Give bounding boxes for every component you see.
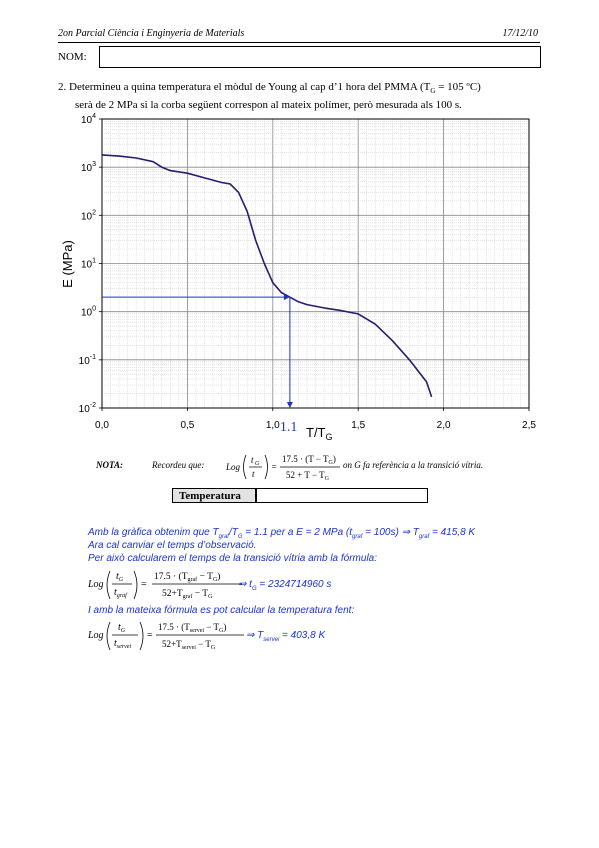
modulus-curve: [101, 154, 433, 398]
y-tick-label: 103: [81, 161, 96, 174]
svg-text:G: G: [255, 461, 260, 467]
modulus-chart: 104 103 102 101 100 10-1 10-2 0,0 0,5 1,0 1,5 2,0 2…: [60, 113, 536, 442]
svg-text:tservei: tservei: [114, 638, 131, 650]
x-tick-label: 2,5: [522, 420, 536, 431]
svg-text:Log: Log: [87, 579, 104, 590]
y-tick-label: 101: [81, 258, 96, 271]
plot-frame: [101, 118, 530, 409]
answer-line-2: Ara cal canviar el temps d’observació.: [88, 540, 257, 551]
y-axis-label: E (MPa): [60, 240, 75, 288]
svg-text:=: =: [271, 462, 277, 472]
svg-text:=: =: [147, 630, 153, 641]
formula-2: Log tG tservei = 17.5 · (Tservei − TG) 5…: [87, 621, 244, 651]
y-tick-label: 100: [81, 306, 96, 319]
arrow-head-right: [283, 294, 290, 301]
tg-annotation: 1.1: [280, 420, 298, 435]
course-title: 2on Parcial Ciència i Enginyeria de Mate…: [58, 28, 245, 39]
x-axis-label: T/TG: [306, 425, 333, 442]
formula-1: Log tG tgraf = 17.5 · (Tgraf − TG) 52+Tg…: [87, 570, 242, 600]
nota-label: NOTA:: [96, 460, 123, 470]
nota-text: Recordeu que:: [152, 460, 205, 470]
svg-text:52+Tservei − TG: 52+Tservei − TG: [162, 639, 216, 651]
nom-field[interactable]: [99, 46, 541, 68]
x-axis-ticks: 0,0 0,5 1,0 1,5 2,0 2,5: [95, 408, 536, 431]
nom-label: NOM:: [58, 51, 87, 63]
arrow-head-down: [286, 402, 293, 408]
svg-text:t: t: [252, 469, 255, 479]
x-tick-label: 2,0: [437, 420, 451, 431]
y-axis-ticks: 104 103 102 101 100 10-1 10-2: [79, 113, 102, 415]
answer-line-1: Amb la gràfica obtenim que Tgraf/TG = 1.…: [88, 527, 476, 540]
x-tick-label: 1,5: [351, 420, 365, 431]
question-text: 2. Determineu a quina temperatura el mòd…: [58, 81, 481, 112]
reading-arrows: [102, 294, 293, 408]
y-tick-label: 104: [81, 113, 96, 126]
y-tick-label: 102: [81, 209, 96, 222]
x-tick-label: 0,0: [95, 420, 109, 431]
svg-text:52+Tgraf − TG: 52+Tgraf − TG: [162, 589, 213, 600]
svg-text:Log: Log: [225, 462, 241, 472]
x-tick-label: 1,0: [266, 420, 280, 431]
temperatura-label: Temperatura: [172, 488, 256, 503]
chart-grid: [102, 119, 529, 408]
exam-date: 17/12/10: [502, 28, 538, 39]
temperatura-field[interactable]: [256, 488, 428, 503]
x-tick-label: 0,5: [180, 420, 194, 431]
svg-text:17.5 · (Tservei − TG): 17.5 · (Tservei − TG): [158, 622, 226, 634]
svg-text:tgraf: tgraf: [114, 587, 128, 599]
answer-line-4: I amb la mateixa fórmula es pot calcular…: [88, 605, 355, 616]
header-divider: [58, 42, 540, 43]
svg-text:=: =: [141, 579, 147, 590]
svg-text:t: t: [251, 455, 254, 465]
answer-line-3: Per això calcularem el temps de la trans…: [88, 553, 378, 564]
y-tick-label: 10-2: [79, 402, 96, 415]
svg-text:17.5 · (Tgraf − TG): 17.5 · (Tgraf − TG): [154, 571, 220, 583]
svg-text:tG: tG: [116, 571, 124, 583]
svg-text:17.5 · (T − TG): 17.5 · (T − TG): [282, 454, 336, 466]
formula-1-result: ⇒ tG = 2324714960 s: [238, 579, 332, 592]
svg-text:Log: Log: [87, 630, 104, 641]
page-header: 2on Parcial Ciència i Enginyeria de Mate…: [58, 28, 538, 39]
svg-text:tG: tG: [118, 622, 126, 634]
formula-2-result: ⇒ Tservei = 403,8 K: [246, 630, 326, 643]
svg-text:52 + T − TG: 52 + T − TG: [286, 470, 330, 482]
nota-after: on G fa referència a la transició vítria…: [343, 460, 484, 470]
y-tick-label: 10-1: [79, 354, 96, 367]
